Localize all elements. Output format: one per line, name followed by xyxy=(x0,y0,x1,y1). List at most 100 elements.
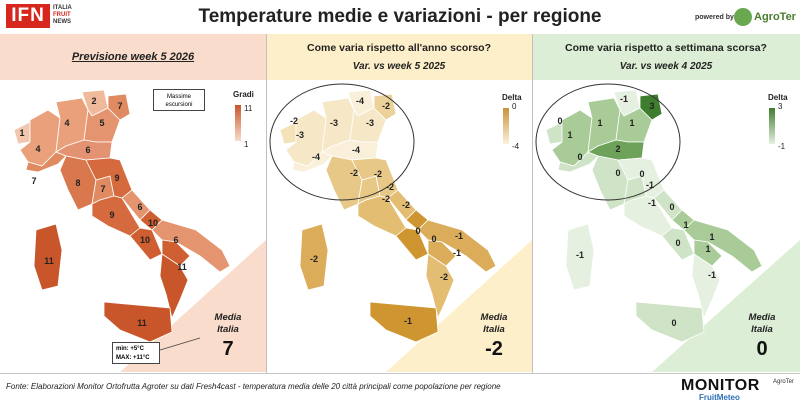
italy-map-wow: 0 1 1 -1 1 3 0 2 0 0 -1 -1 0 1 0 1 1 -1 … xyxy=(535,83,763,343)
media-italia-value: 7 xyxy=(222,338,234,360)
label-cam: 0 xyxy=(431,234,436,244)
label-lig: -4 xyxy=(312,152,320,162)
media-label-line2: Italia xyxy=(751,324,773,335)
region-bas xyxy=(427,239,457,267)
label-lom: -3 xyxy=(330,118,338,128)
note-excursions: Massime escursioni xyxy=(153,89,205,111)
panel-subheading-wow: Var. vs week 4 2025 xyxy=(619,61,713,72)
label-tos: 0 xyxy=(615,168,620,178)
label-ven: -3 xyxy=(366,118,374,128)
label-pie: 4 xyxy=(35,144,40,154)
label-sar: -2 xyxy=(310,254,318,264)
agroter-leaf-icon xyxy=(734,8,752,26)
legend-title: Delta xyxy=(502,93,522,102)
region-sar xyxy=(299,223,329,291)
page-title: Temperature medie e variazioni - per reg… xyxy=(198,6,602,27)
highlight-ellipse xyxy=(269,83,415,201)
label-sar: 11 xyxy=(44,256,54,266)
italy-map-forecast: 1 4 4 2 5 7 7 6 8 7 9 9 6 10 10 6 11 11 … xyxy=(13,89,231,343)
label-pug: 6 xyxy=(173,235,178,245)
label-fvg: 3 xyxy=(649,101,654,111)
label-sar: -1 xyxy=(576,250,584,260)
label-emr: -4 xyxy=(352,145,360,155)
label-bas: -1 xyxy=(453,248,461,258)
note-max: MAX: +11°C xyxy=(116,355,150,361)
legend-min: -1 xyxy=(778,142,786,151)
region-cal xyxy=(159,253,189,320)
region-fvg xyxy=(639,93,663,121)
legend-gradient xyxy=(503,108,509,144)
media-label-line1: Media xyxy=(214,312,242,323)
region-fvg xyxy=(107,93,131,121)
label-mar: 9 xyxy=(114,173,119,183)
label-lom: 4 xyxy=(64,118,69,128)
label-mol: 10 xyxy=(148,218,158,228)
panel-heading-wow: Come varia rispetto a settimana scorsa? xyxy=(565,42,767,54)
label-laz: -1 xyxy=(648,198,656,208)
label-emr: 2 xyxy=(615,144,620,154)
region-sic xyxy=(635,301,705,343)
label-lig: 7 xyxy=(31,176,36,186)
legend-max: 0 xyxy=(512,102,517,111)
label-mar: -2 xyxy=(386,182,394,192)
region-fvg xyxy=(373,93,397,121)
region-bas xyxy=(161,239,191,267)
map-panel-wow: 0 1 1 -1 1 3 0 2 0 0 -1 -1 0 1 0 1 1 -1 … xyxy=(532,80,800,372)
panel-header-forecast: Previsione week 5 2026 xyxy=(0,34,266,80)
label-abr: 0 xyxy=(669,202,674,212)
region-lig xyxy=(557,151,599,173)
fruitmeteo-logo-text: FruitMeteo xyxy=(699,393,740,402)
ifn-logo: IFN ITALIA FRUIT NEWS xyxy=(6,4,80,31)
label-tos: -2 xyxy=(350,168,358,178)
ifn-sub-2: FRUIT xyxy=(53,12,71,18)
region-cal xyxy=(425,253,455,320)
monitor-logo-text: MONITOR xyxy=(681,377,760,394)
panel-header-wow: Come varia rispetto a settimana scorsa? … xyxy=(532,34,800,80)
label-tos: 8 xyxy=(75,178,80,188)
label-pie: 1 xyxy=(567,130,572,140)
ifn-sub-3: NEWS xyxy=(53,19,71,25)
label-cal: -2 xyxy=(440,272,448,282)
label-bas: 1 xyxy=(705,244,710,254)
agroter-logo: AgroTer xyxy=(734,7,796,29)
ifn-logo-sub: ITALIA FRUIT NEWS xyxy=(53,5,72,26)
legend-max: 11 xyxy=(244,104,253,113)
media-italia-label: Media Italia xyxy=(732,312,792,336)
media-italia-value: 0 xyxy=(756,338,768,360)
label-cam: 0 xyxy=(675,238,680,248)
label-fvg: 7 xyxy=(117,101,122,111)
panel-heading-yoy: Come varia rispetto all'anno scorso? xyxy=(307,42,491,54)
panel-divider xyxy=(266,34,267,373)
legend-gradient xyxy=(769,108,775,144)
label-taa: -1 xyxy=(620,94,628,104)
label-lig: 0 xyxy=(577,152,582,162)
legend-gradient xyxy=(235,105,241,141)
label-emr: 6 xyxy=(85,145,90,155)
region-bas xyxy=(693,239,723,267)
label-mar: -1 xyxy=(646,180,654,190)
label-taa: -4 xyxy=(356,96,364,106)
panel-divider xyxy=(532,34,533,373)
panel-header-yoy: Come varia rispetto all'anno scorso? Var… xyxy=(266,34,532,80)
region-cal xyxy=(691,253,721,320)
media-label-line1: Media xyxy=(480,312,508,323)
media-italia-label: Media Italia xyxy=(464,312,524,336)
ifn-logo-text: IFN xyxy=(6,4,50,28)
source-note: Fonte: Elaborazioni Monitor Ortofrutta A… xyxy=(6,382,501,391)
monitor-logo: MONITOR FruitMeteo AgroTer xyxy=(681,377,796,403)
label-mol: 0 xyxy=(415,226,420,236)
highlight-ellipse xyxy=(535,83,681,201)
label-cam: 10 xyxy=(140,235,150,245)
label-pie: -3 xyxy=(296,130,304,140)
media-label-line2: Italia xyxy=(483,324,505,335)
label-cal: -1 xyxy=(708,270,716,280)
map-panel-forecast: 1 4 4 2 5 7 7 6 8 7 9 9 6 10 10 6 11 11 … xyxy=(0,80,266,372)
media-italia-label: Media Italia xyxy=(198,312,258,336)
label-vda: 0 xyxy=(557,116,562,126)
italy-map-yoy: -2 -3 -3 -4 -3 -2 -4 -4 -2 -2 -2 -2 -2 0… xyxy=(269,83,497,343)
label-laz: -2 xyxy=(382,194,390,204)
panel-heading-forecast: Previsione week 5 2026 xyxy=(71,51,195,63)
powered-by-label: powered by xyxy=(695,14,734,21)
label-abr: 6 xyxy=(137,202,142,212)
ifn-sub-1: ITALIA xyxy=(53,5,72,11)
